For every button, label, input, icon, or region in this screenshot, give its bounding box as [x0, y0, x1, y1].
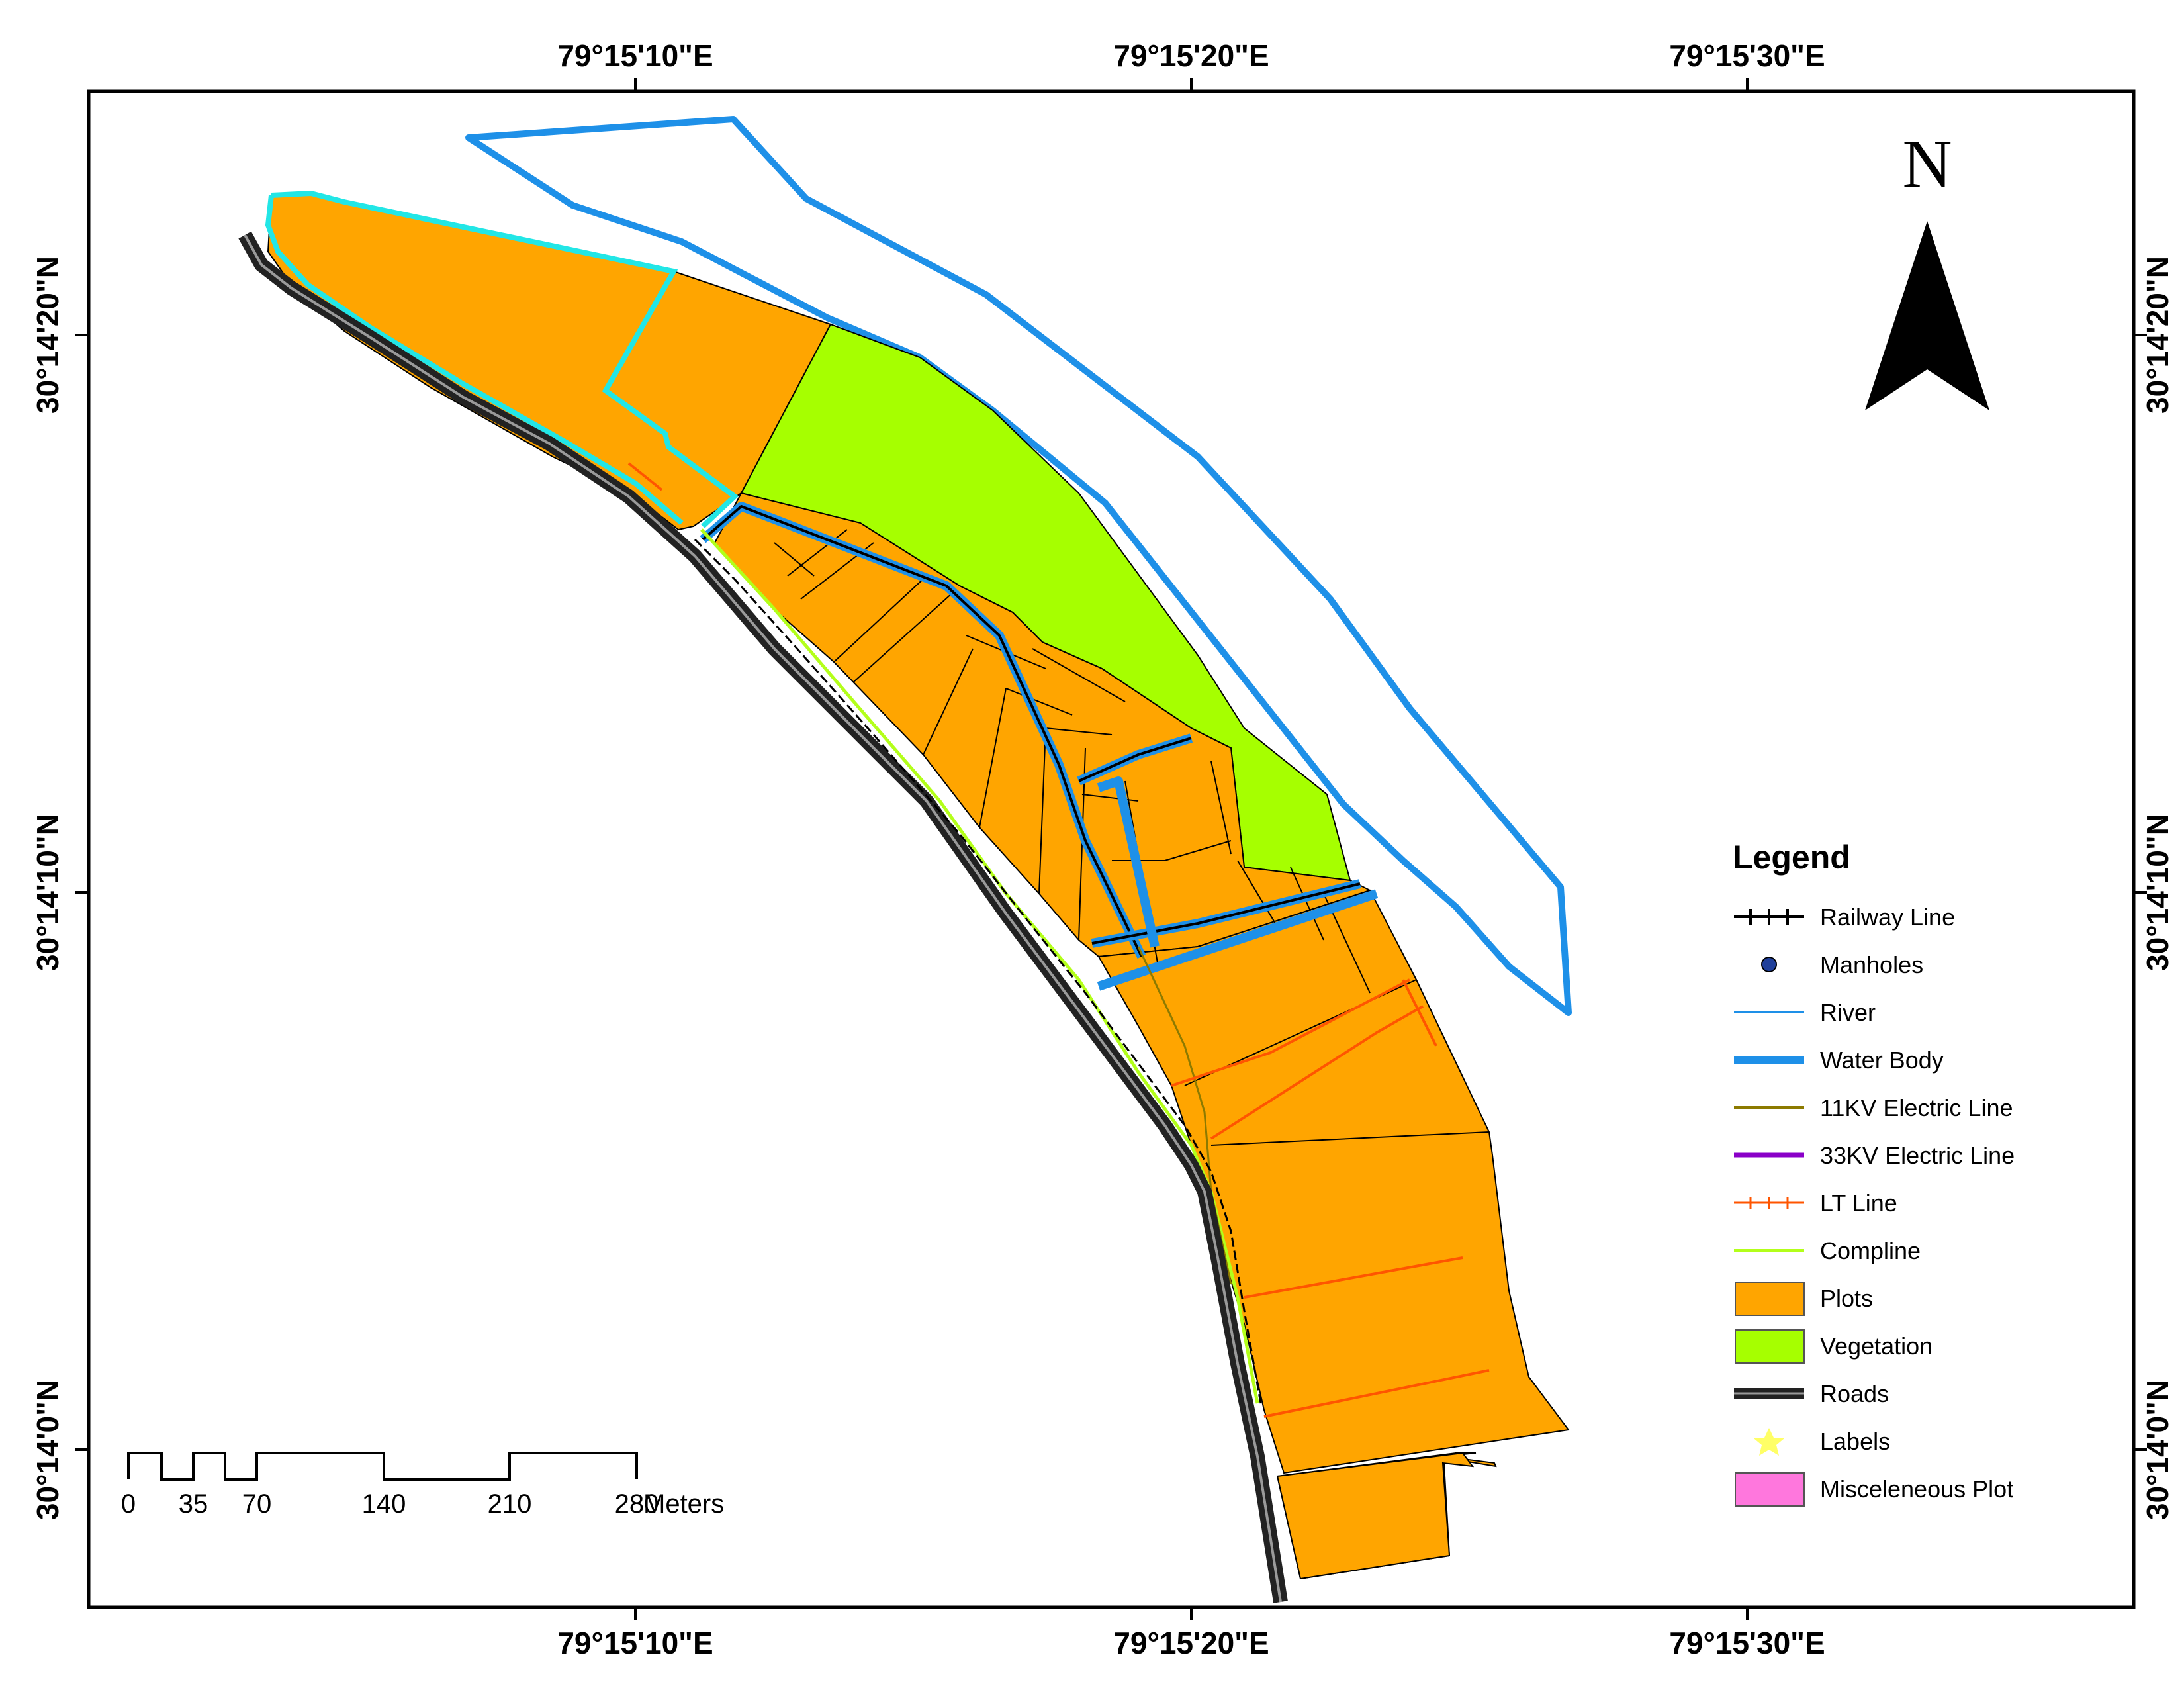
lat-label-left-1: 30°14'20"N	[30, 256, 65, 414]
lon-label-bottom-3: 79°15'30"E	[1669, 1626, 1825, 1660]
legend-label-vegetation: Vegetation	[1820, 1333, 1933, 1360]
north-arrow: N	[1865, 126, 1989, 410]
lon-label-top-3: 79°15'30"E	[1669, 38, 1825, 73]
legend-item-compline: Compline	[1734, 1237, 1921, 1264]
plots-south	[1097, 889, 1570, 1474]
scale-bar: Meters 0 35 70 140 210 280	[121, 1452, 724, 1519]
frame-ticks	[75, 78, 2147, 1620]
legend-label-33kv: 33KV Electric Line	[1820, 1142, 2015, 1169]
vegetation-swatch-icon	[1735, 1329, 1805, 1364]
legend-label-11kv: 11KV Electric Line	[1820, 1094, 2013, 1121]
scale-tick-70: 70	[242, 1489, 272, 1519]
lon-label-bottom-2: 79°15'20"E	[1113, 1626, 1269, 1660]
plot-southernmost-2	[1276, 1452, 1475, 1580]
lat-label-right-2: 30°14'10"N	[2140, 814, 2175, 971]
legend-label-lt-line: LT Line	[1820, 1190, 1897, 1217]
misc-plot-swatch-icon	[1735, 1472, 1805, 1507]
legend-label-river: River	[1820, 999, 1876, 1026]
scale-tick-280: 280	[615, 1489, 659, 1519]
legend-item-river: River	[1734, 999, 1876, 1026]
legend-label-water-body: Water Body	[1820, 1047, 1944, 1074]
lat-label-right-3: 30°14'0"N	[2140, 1380, 2175, 1520]
lon-label-top-2: 79°15'20"E	[1113, 38, 1269, 73]
river-polygon	[465, 116, 1572, 1016]
lat-label-right-1: 30°14'20"N	[2140, 256, 2175, 414]
legend-label-railway-line: Railway Line	[1820, 904, 1955, 931]
legend-title: Legend	[1733, 839, 1850, 876]
legend-item-railway-line: Railway Line	[1734, 904, 1955, 931]
legend-label-roads: Roads	[1820, 1380, 1889, 1407]
legend-item-11kv: 11KV Electric Line	[1734, 1094, 2013, 1121]
cyan-boundary-west	[265, 195, 684, 526]
manhole-dot-icon	[1761, 957, 1777, 972]
scale-tick-140: 140	[362, 1489, 406, 1519]
legend: Legend Railway Line Manholes River Water…	[1733, 839, 2015, 1507]
railway-line-icon	[1734, 909, 1804, 925]
north-arrow-letter: N	[1902, 126, 1952, 202]
legend-item-labels: Labels	[1754, 1428, 1890, 1456]
legend-label-plots: Plots	[1820, 1285, 1873, 1312]
legend-item-manholes: Manholes	[1761, 951, 1923, 978]
lat-label-left-2: 30°14'10"N	[30, 814, 65, 971]
scale-bar-line	[127, 1452, 638, 1481]
legend-item-roads: Roads	[1734, 1380, 1889, 1407]
legend-item-water-body: Water Body	[1734, 1047, 1944, 1074]
star-icon	[1754, 1428, 1784, 1456]
roads	[238, 231, 1288, 1603]
plots-swatch-icon	[1735, 1282, 1805, 1316]
legend-item-vegetation: Vegetation	[1735, 1329, 1933, 1364]
legend-item-33kv: 33KV Electric Line	[1734, 1142, 2015, 1169]
scale-unit: Meters	[643, 1489, 724, 1519]
legend-item-lt-line: LT Line	[1734, 1190, 1897, 1217]
water-body-drains	[700, 502, 1379, 991]
compline-line	[700, 528, 1259, 1404]
legend-item-misc-plot: Misceleneous Plot	[1735, 1472, 2013, 1507]
cyan-boundary	[271, 190, 739, 528]
railway-line	[694, 538, 1262, 1404]
scale-tick-35: 35	[179, 1489, 208, 1519]
lon-label-bottom-1: 79°15'10"E	[557, 1626, 713, 1660]
scale-tick-210: 210	[488, 1489, 532, 1519]
legend-label-misc-plot: Misceleneous Plot	[1820, 1476, 2013, 1503]
lt-lines	[627, 462, 1490, 1418]
lon-label-top-1: 79°15'10"E	[557, 38, 713, 73]
lt-line-icon	[1734, 1197, 1804, 1209]
lat-label-left-3: 30°14'0"N	[30, 1380, 65, 1520]
north-arrow-icon	[1865, 221, 1989, 410]
legend-label-manholes: Manholes	[1820, 951, 1923, 978]
map-features	[238, 116, 1572, 1603]
legend-item-plots: Plots	[1735, 1282, 1873, 1316]
legend-label-compline: Compline	[1820, 1237, 1921, 1264]
scale-tick-0: 0	[121, 1489, 136, 1519]
legend-label-labels: Labels	[1820, 1428, 1890, 1455]
